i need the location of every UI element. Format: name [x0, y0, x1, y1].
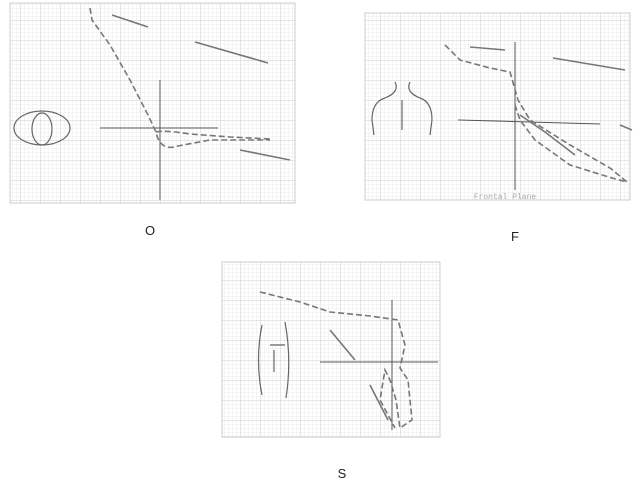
panel-f: Frontal Plane F	[365, 13, 632, 244]
grid	[10, 3, 295, 203]
grid	[365, 13, 630, 200]
panel-o: O	[10, 3, 295, 238]
grid	[222, 262, 440, 437]
panel-label: O	[145, 223, 155, 238]
panel-s: S	[222, 262, 440, 481]
figure: O Frontal Plane F S	[0, 0, 636, 483]
caption: Frontal Plane	[474, 193, 537, 202]
page: O Frontal Plane F S (() => { const data …	[0, 0, 636, 483]
panel-label: F	[511, 229, 519, 244]
panel-label: S	[338, 466, 347, 481]
